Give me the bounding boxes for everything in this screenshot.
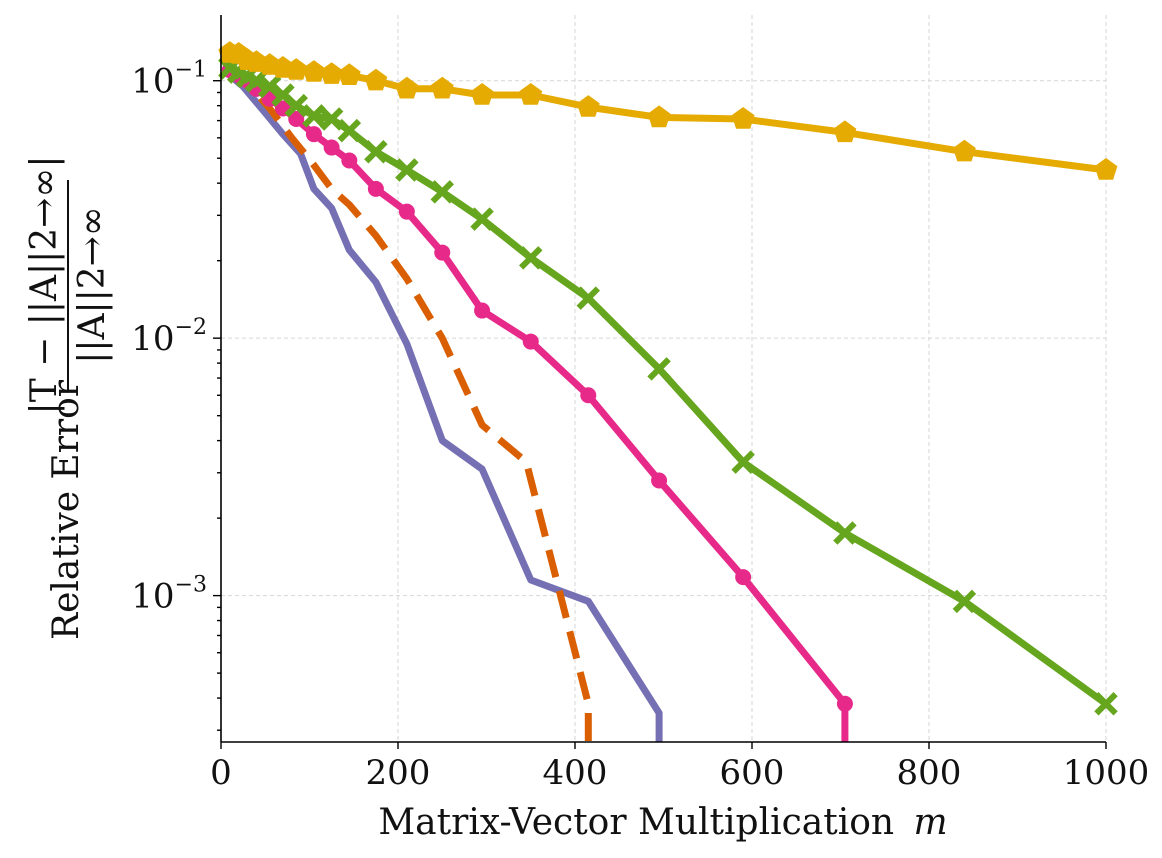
series-orange-dashed-line (227, 67, 592, 742)
series-purple-line (227, 72, 663, 742)
series-purple (227, 72, 663, 742)
point-marker (395, 76, 419, 99)
point-marker (284, 93, 308, 118)
point-marker (651, 472, 668, 489)
x-tick-label: 1000 (1063, 753, 1150, 793)
point-marker (647, 357, 671, 381)
series-yellow-line (229, 49, 1107, 174)
point-marker (337, 63, 361, 85)
point-marker (470, 207, 494, 231)
y-axis-title-numerator: |T − ||A||2→∞| (24, 156, 65, 415)
point-marker (364, 68, 388, 91)
point-marker (735, 569, 752, 586)
point-marker (337, 118, 362, 143)
series-yellow (218, 41, 1118, 180)
point-marker (430, 76, 454, 99)
point-marker (434, 244, 451, 261)
point-marker (398, 203, 415, 220)
y-tick-label: 10−1 (131, 58, 207, 102)
point-marker (519, 246, 543, 270)
x-tick-label: 600 (720, 753, 785, 793)
point-marker (470, 83, 494, 105)
point-marker (302, 60, 326, 82)
point-marker (257, 74, 282, 99)
point-marker (833, 120, 857, 143)
point-marker (952, 589, 977, 614)
y-axis-title: Relative Error |T − ||A||2→∞| ||A||2→∞ (24, 156, 113, 640)
x-axis-title: Matrix-Vector Multiplication m (378, 802, 947, 843)
y-axis-title-prefix: Relative Error (46, 379, 87, 640)
point-marker (833, 521, 857, 545)
point-marker (288, 111, 305, 128)
point-marker (731, 450, 755, 474)
point-marker (364, 139, 388, 164)
point-marker (323, 139, 340, 156)
point-marker (576, 286, 601, 310)
point-marker (302, 104, 326, 128)
x-tick-label: 0 (210, 753, 232, 793)
point-marker (319, 107, 344, 131)
x-axis-title-text: Matrix-Vector Multiplication (378, 802, 894, 843)
y-tick-label: 10−2 (131, 315, 207, 359)
y-ticks: 10−1 10−2 10−3 (131, 58, 221, 731)
point-marker (341, 152, 358, 169)
point-marker (367, 180, 384, 197)
x-tick-label: 800 (897, 753, 962, 793)
point-marker (731, 107, 755, 129)
point-marker (474, 302, 491, 319)
series-orange-dashed (227, 67, 592, 742)
point-marker (1094, 692, 1118, 716)
point-marker (522, 333, 539, 350)
x-tick-label: 200 (366, 753, 431, 793)
y-tick-label: 10−3 (131, 573, 207, 617)
point-marker (576, 95, 600, 117)
point-marker (430, 180, 454, 204)
point-marker (1094, 158, 1118, 180)
series-green (218, 56, 1118, 716)
point-marker (395, 158, 419, 182)
y-axis-title-denominator: ||A||2→∞ (72, 206, 113, 364)
point-marker (953, 139, 976, 162)
point-marker (284, 58, 308, 80)
point-marker (836, 695, 853, 712)
point-marker (647, 105, 671, 128)
point-marker (580, 387, 597, 404)
x-axis-title-var: m (914, 802, 948, 843)
point-marker (519, 83, 543, 105)
x-tick-label: 400 (543, 753, 608, 793)
point-marker (305, 126, 322, 143)
x-ticks: 0 200 400 600 800 1000 (210, 742, 1149, 793)
point-marker (320, 62, 343, 84)
series-layer (218, 41, 1118, 742)
